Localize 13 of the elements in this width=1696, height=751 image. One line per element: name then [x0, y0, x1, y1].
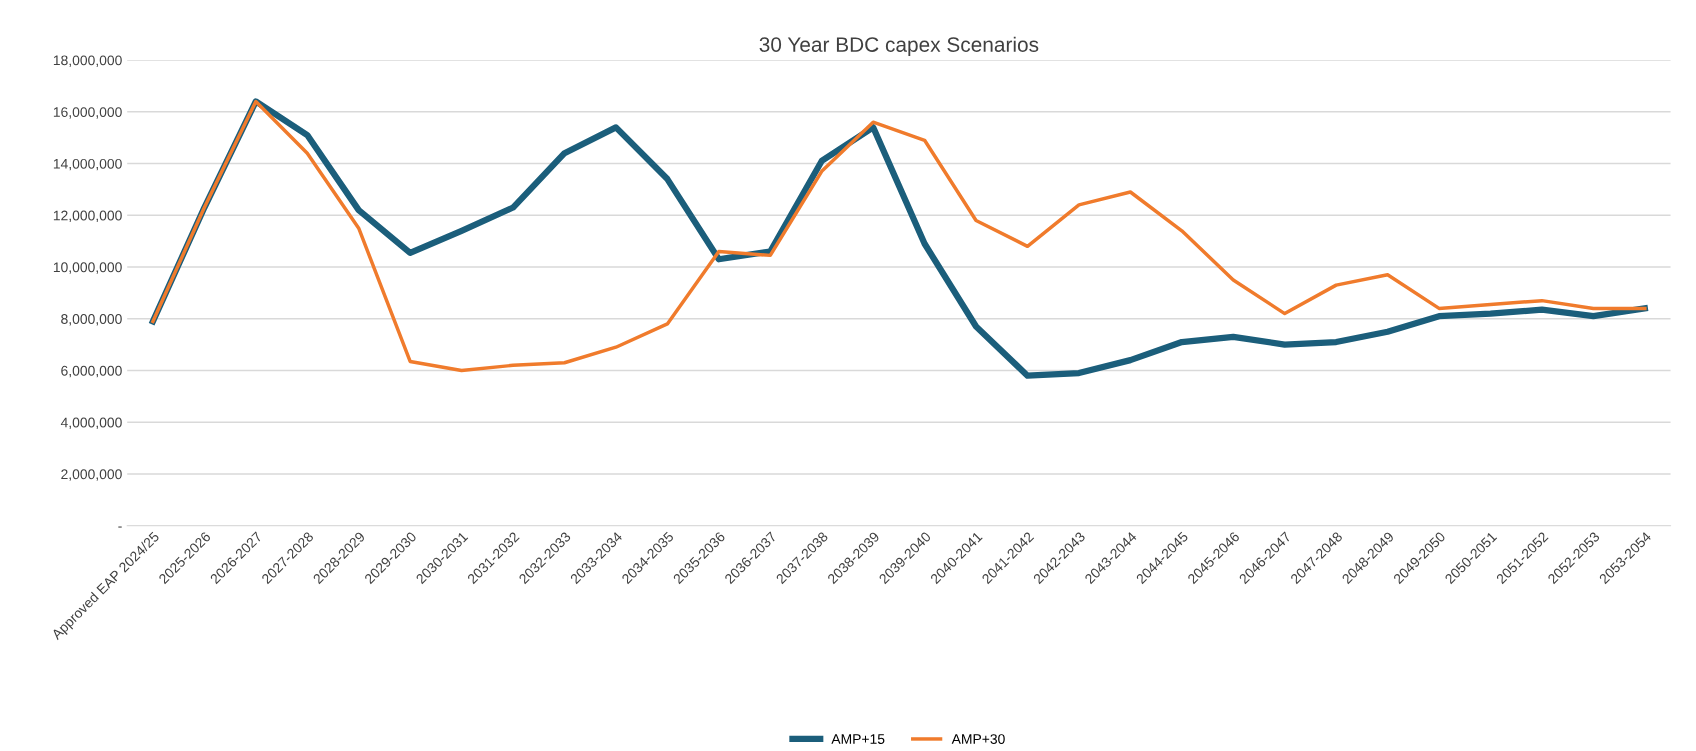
y-tick-label: 14,000,000: [53, 158, 122, 171]
y-tick-label: 4,000,000: [60, 417, 122, 430]
chart-title: 30 Year BDC capex Scenarios: [759, 36, 1039, 57]
y-tick-label: 10,000,000: [53, 262, 122, 274]
y-tick-label: 6,000,000: [61, 365, 122, 378]
y-tick-label: 18,000,000: [53, 55, 122, 67]
y-tick-label: 2,000,000: [61, 469, 122, 481]
y-tick-label: 16,000,000: [53, 107, 122, 119]
y-tick-label: 12,000,000: [53, 210, 122, 223]
y-tick-label: -: [118, 526, 122, 528]
y-tick-label: 8,000,000: [61, 314, 122, 326]
legend-label: AMP+30: [951, 734, 1005, 744]
legend-label: AMP+15: [831, 734, 885, 744]
